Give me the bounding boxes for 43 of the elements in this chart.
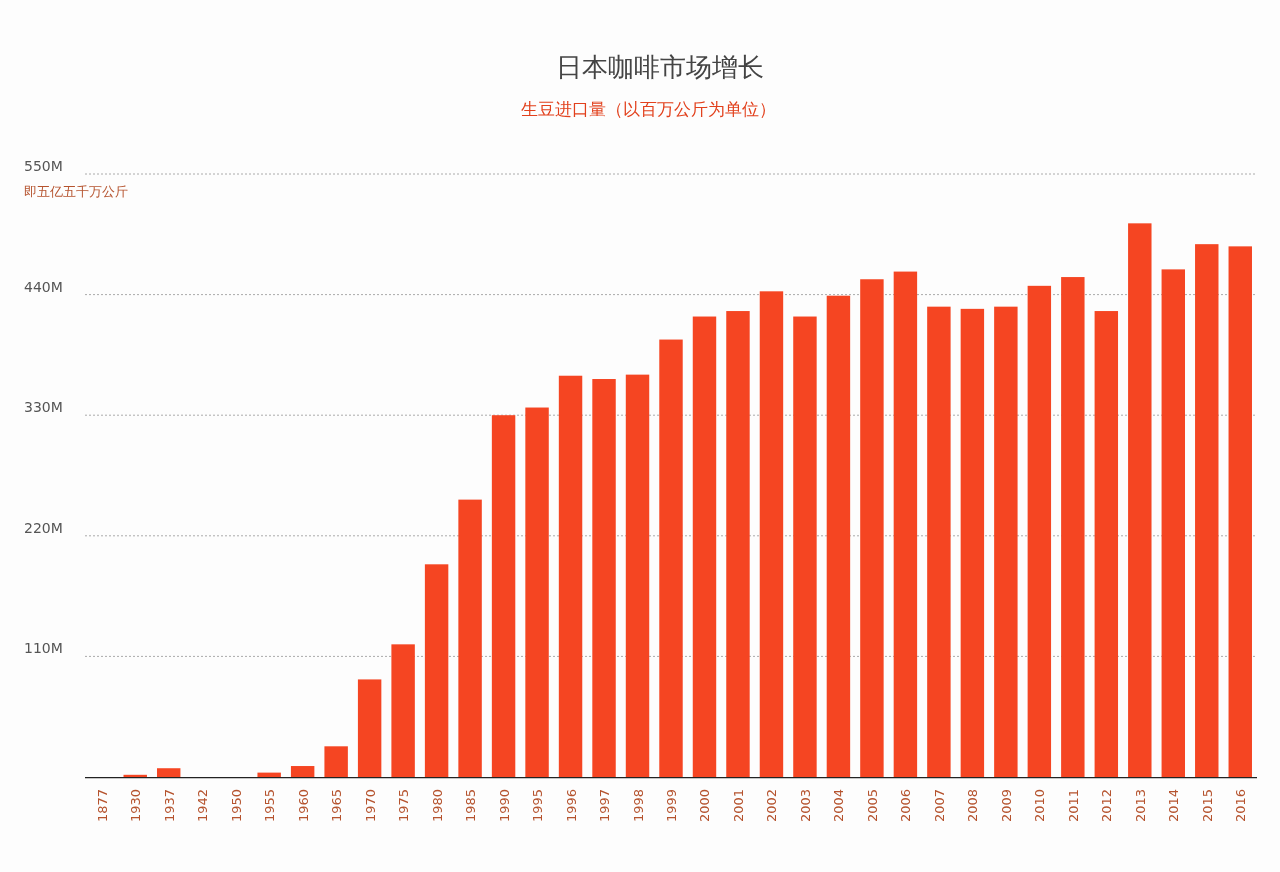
x-tick-label: 2010 xyxy=(1032,789,1048,823)
y-tick-label: 330M xyxy=(24,399,63,416)
x-tick-label: 2011 xyxy=(1065,789,1081,823)
x-tick-label: 1930 xyxy=(128,789,144,823)
x-tick-label: 1985 xyxy=(463,789,479,823)
y-tick-label: 550M xyxy=(24,158,63,174)
x-tick-label: 1997 xyxy=(597,789,613,823)
x-tick-label: 1965 xyxy=(329,789,345,823)
x-tick-label: 2006 xyxy=(898,789,914,823)
x-tick-label: 2002 xyxy=(764,789,780,823)
y-tick-label: 440M xyxy=(24,278,63,295)
chart-subtitle: 生豆进口量（以百万公斤为单位） xyxy=(520,99,776,119)
x-tick-label: 1975 xyxy=(396,789,412,823)
x-tick-label: 1955 xyxy=(262,789,278,823)
x-tick-label: 1937 xyxy=(161,789,177,823)
x-tick-label: 2008 xyxy=(965,789,981,823)
y-tick-label: 220M xyxy=(24,519,63,536)
x-tick-label: 1877 xyxy=(94,789,110,823)
x-tick-label: 1960 xyxy=(295,789,311,823)
x-tick-label: 2012 xyxy=(1099,789,1115,823)
x-tick-label: 1996 xyxy=(563,789,579,823)
chart-title: 日本咖啡市场增长 xyxy=(556,52,764,82)
x-tick-label: 1980 xyxy=(429,789,445,823)
x-tick-label: 1998 xyxy=(630,789,646,823)
x-tick-label: 2001 xyxy=(730,789,746,823)
x-tick-label: 1970 xyxy=(362,789,378,823)
annotation: 即五亿五千万公斤 xyxy=(24,184,128,199)
x-tick-label: 2004 xyxy=(831,789,847,823)
y-tick-label: 110M xyxy=(24,640,63,657)
x-tick-label: 1990 xyxy=(496,789,512,823)
x-tick-label: 1950 xyxy=(228,789,244,823)
x-tick-label: 2014 xyxy=(1166,789,1182,823)
x-tick-label: 2003 xyxy=(797,789,813,823)
x-tick-label: 2009 xyxy=(998,789,1014,823)
x-tick-label: 1999 xyxy=(664,789,679,823)
x-tick-label: 2016 xyxy=(1233,789,1249,823)
x-tick-label: 2007 xyxy=(931,789,947,823)
x-tick-label: 2000 xyxy=(697,789,713,823)
x-tick-label: 2015 xyxy=(1199,789,1215,823)
x-tick-label: 2013 xyxy=(1132,789,1148,823)
x-tick-label: 1995 xyxy=(530,789,546,823)
x-tick-label: 2005 xyxy=(864,789,880,823)
x-tick-label: 1942 xyxy=(195,789,211,823)
